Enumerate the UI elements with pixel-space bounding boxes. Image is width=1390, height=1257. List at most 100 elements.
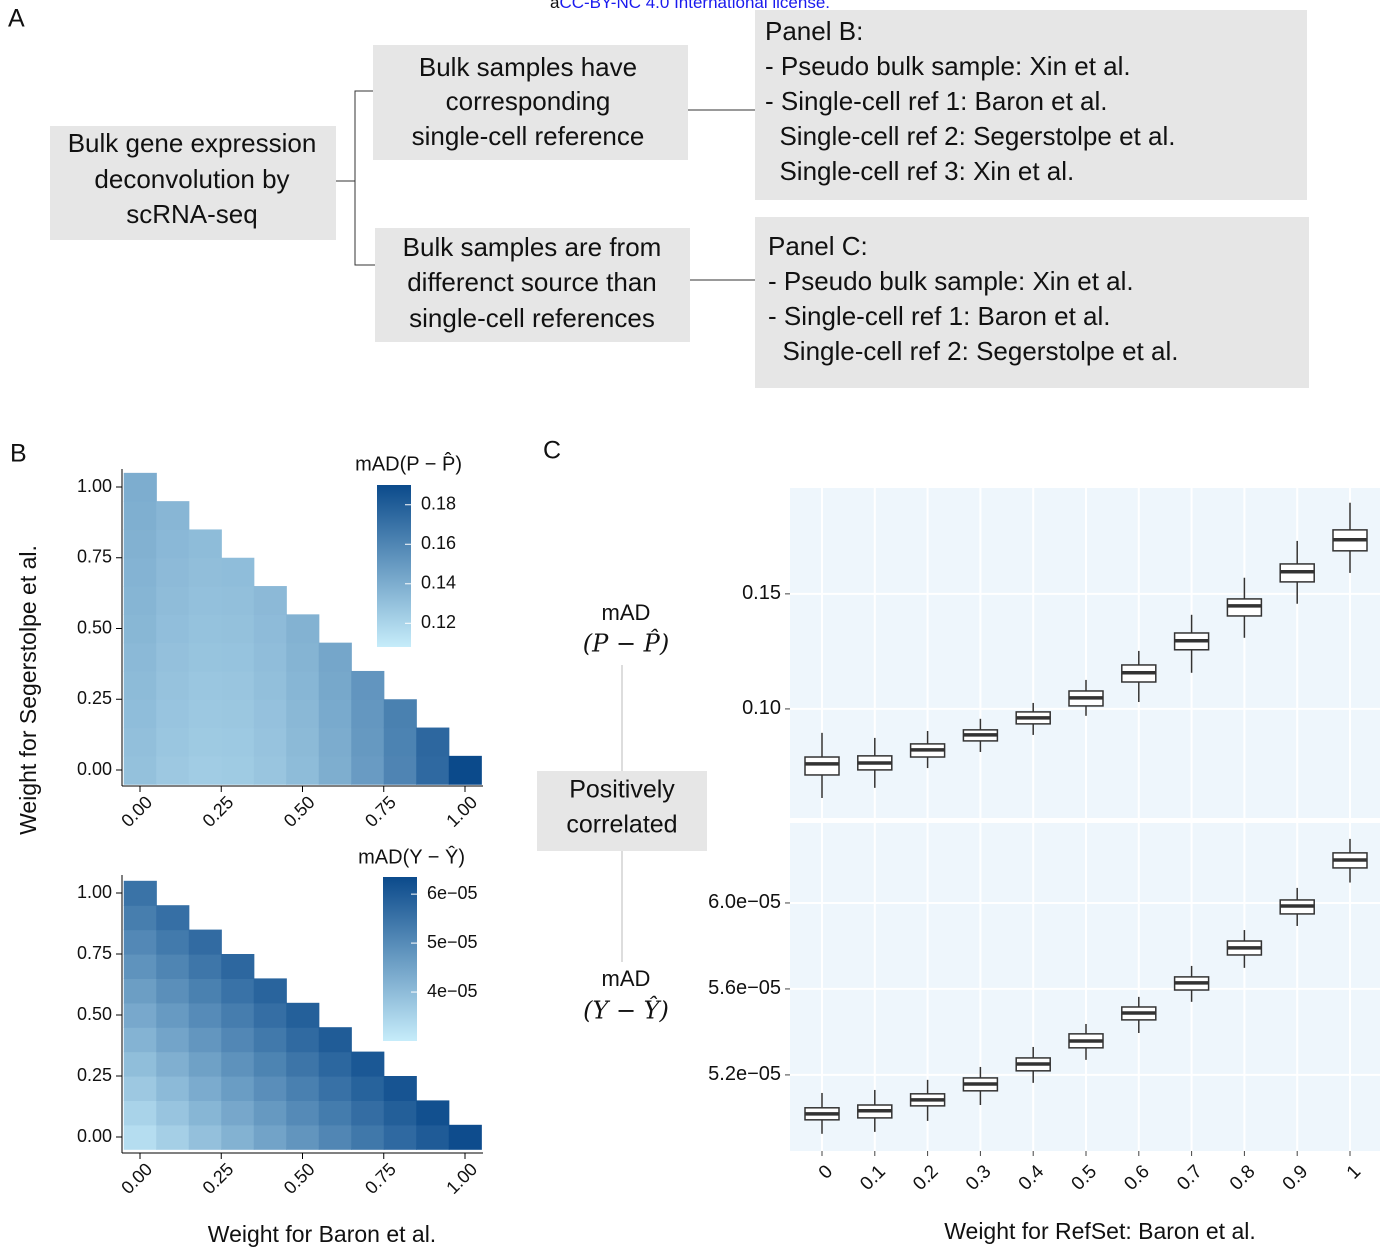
x-tick-label: 0.4 [1015,1161,1049,1195]
heat-cell [188,1100,222,1126]
heat-cell [253,586,287,615]
node-text: - Single-cell ref 1: Baron et al. [765,86,1108,116]
heat-cell [221,642,255,672]
side-label: (P − P̂) [583,629,669,657]
heat-cell [318,1124,352,1150]
y-tick-label: 0.00 [77,1126,112,1146]
heat-cell [351,1076,385,1101]
heat-cell [188,978,222,1004]
heat-cell [221,1051,255,1077]
heat-cell [188,642,222,672]
heat-cell [286,699,320,729]
heat-cell [286,642,320,672]
x-tick-label: 0.00 [117,1159,156,1198]
y-tick-label: 0.50 [77,1004,112,1024]
heat-cell [156,529,190,559]
panel-label: C [543,437,561,465]
node-text: deconvolution by [94,164,289,194]
heat-cell [156,727,190,757]
heat-cell [318,727,352,757]
heat-cell [188,755,222,785]
heat-cell [416,755,450,785]
y-tick-label: 1.00 [77,476,112,496]
x-tick-label: 0.50 [280,792,319,831]
heat-cell [286,1076,320,1101]
side-label: mAD [602,600,651,625]
node-text: - Pseudo bulk sample: Xin et al. [765,51,1131,81]
heat-cell [253,1124,287,1150]
side-label: (Y − Ŷ) [583,996,669,1025]
y-tick-label: 1.00 [77,882,112,902]
heat-cell [123,1002,157,1028]
heat-cell [221,586,255,615]
y-tick-label: 0.75 [77,547,112,567]
panel-label: B [10,440,27,468]
heat-cell [383,699,417,729]
heat-cell [188,1002,222,1028]
node-text: Panel B: [765,16,863,46]
y-tick-label: 5.2e−05 [708,1063,781,1085]
heat-cell [416,1100,450,1126]
heat-cell [253,1076,287,1101]
heat-cell [156,699,190,729]
colorbar-label: 5e−05 [427,932,478,952]
heat-cell [123,880,157,906]
heat-cell [221,1100,255,1126]
node-text: - Single-cell ref 1: Baron et al. [768,301,1111,331]
heat-cell [123,905,157,931]
heat-cell [383,1100,417,1126]
heat-cell [221,699,255,729]
diagram-text: Bulk gene expression deconvolution by scRN… [68,16,1179,366]
heat-cell [221,1076,255,1101]
heat-cell [253,1051,287,1077]
heat-cell [123,1124,157,1150]
node-box [50,126,336,240]
heat-cell [156,1076,190,1101]
heat-cell [156,1124,190,1150]
license-link[interactable]: CC-BY-NC 4.0 International license. [559,0,830,12]
heat-cell [188,699,222,729]
heat-cell [286,755,320,785]
heat-cell [286,1027,320,1053]
node-text: single-cell reference [412,121,645,151]
heat-cell [188,670,222,700]
node-text: Single-cell ref 2: Segerstolpe et al. [768,336,1178,366]
heat-cell [123,501,157,531]
y-tick-label: 5.6e−05 [708,977,781,999]
heat-cell [123,472,157,502]
heat-cell [123,1076,157,1101]
heat-cell [123,586,157,615]
heat-cell [253,1100,287,1126]
x-tick-label: 0 [815,1161,837,1183]
node-text: Panel C: [768,231,868,261]
heat-cell [156,905,190,931]
x-tick-label: 0.75 [361,1159,400,1198]
heat-cell [351,1124,385,1150]
heat-cell [351,1051,385,1077]
heat-cell [383,1124,417,1150]
heat-cell [286,1051,320,1077]
diagram [50,10,1309,388]
heat-cell [156,586,190,615]
y-axis-title: Weight for Segerstolpe et al. [15,545,41,835]
heat-cell [156,1002,190,1028]
heat-cell [448,1124,482,1150]
colorbar [383,877,417,1041]
heat-cell [318,1051,352,1077]
heat-cell [221,954,255,979]
x-tick-label: 0.7 [1173,1161,1207,1195]
heat-cell [123,727,157,757]
heat-cell [123,1051,157,1077]
heat-cell [188,557,222,587]
node-text: - Pseudo bulk sample: Xin et al. [768,266,1134,296]
y-tick-label: 0.75 [77,943,112,963]
heat-cell [253,699,287,729]
heat-cell [156,1027,190,1053]
heat-cell [123,755,157,785]
x-tick-label: 0.8 [1226,1161,1260,1195]
colorbar-label: 0.16 [421,533,456,553]
heat-cell [383,1076,417,1101]
x-tick-label: 0.25 [199,1159,238,1198]
heat-cell [188,1124,222,1150]
